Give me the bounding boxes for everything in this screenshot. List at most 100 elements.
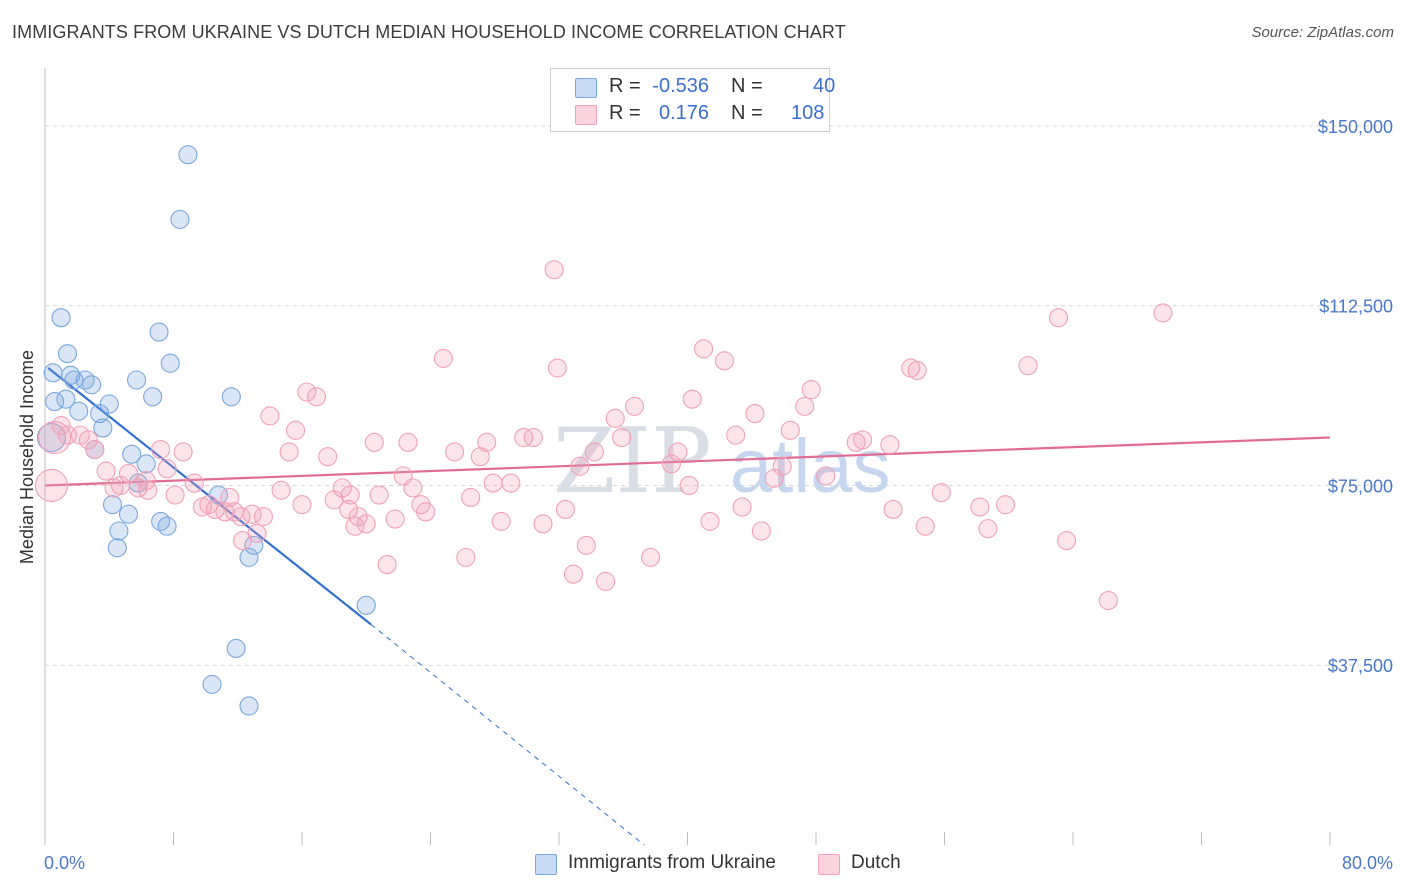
point-ukraine <box>107 538 127 558</box>
point-dutch <box>555 499 575 519</box>
point-dutch <box>385 509 405 529</box>
point-dutch <box>292 495 312 515</box>
point-dutch <box>356 514 376 534</box>
point-dutch <box>1048 308 1069 328</box>
legend-swatch-dutch <box>818 854 840 875</box>
point-ukraine <box>356 595 376 615</box>
point-dutch <box>880 435 900 455</box>
point-dutch <box>96 461 116 481</box>
point-dutch <box>584 442 604 462</box>
point-dutch <box>445 442 465 462</box>
point-dutch <box>533 514 553 534</box>
point-ukraine <box>82 375 102 395</box>
point-ukraine <box>239 696 259 716</box>
point-dutch <box>306 387 327 407</box>
point-dutch <box>398 432 418 452</box>
point-dutch <box>514 427 534 448</box>
point-dutch <box>38 420 72 455</box>
point-dutch <box>563 564 584 584</box>
point-dutch <box>745 404 765 424</box>
point-dutch <box>544 260 564 280</box>
point-dutch <box>596 571 616 591</box>
point-ukraine <box>45 392 65 412</box>
point-ukraine <box>239 547 259 567</box>
point-dutch <box>679 475 699 496</box>
point-dutch <box>271 480 291 500</box>
point-dutch <box>340 485 360 505</box>
point-dutch <box>247 523 267 543</box>
series-legend: Immigrants from Ukraine Dutch <box>0 852 1406 878</box>
point-dutch <box>682 389 702 409</box>
point-dutch <box>853 430 873 450</box>
trend-line-dutch <box>44 436 1331 487</box>
point-ukraine <box>56 389 76 409</box>
point-dutch <box>483 473 503 493</box>
point-ukraine <box>244 535 264 555</box>
point-ukraine <box>226 638 246 659</box>
point-ukraine <box>99 394 119 414</box>
point-dutch <box>801 380 821 400</box>
point-ukraine <box>57 344 78 364</box>
point-dutch <box>726 425 746 445</box>
point-dutch <box>576 535 596 555</box>
point-ukraine <box>109 521 129 541</box>
y-tick-label: $75,000 <box>1328 476 1393 496</box>
point-dutch <box>297 382 317 402</box>
y-tick-label: $150,000 <box>1318 117 1393 137</box>
y-tick-labels: $150,000 $112,500 $75,000 $37,500 <box>1318 117 1393 676</box>
point-ukraine <box>143 387 163 407</box>
point-dutch <box>1098 590 1118 611</box>
point-dutch <box>184 473 204 493</box>
point-dutch <box>523 427 543 448</box>
point-ukraine <box>118 504 139 524</box>
point-dutch <box>816 466 836 486</box>
y-tick-label: $112,500 <box>1319 297 1393 317</box>
point-dutch <box>51 415 71 436</box>
point-ukraine <box>221 387 241 407</box>
point-dutch <box>931 483 951 503</box>
legend-r-label: R = <box>609 102 641 124</box>
legend-r-label: R = <box>609 75 641 97</box>
point-ukraine <box>90 404 110 424</box>
axes <box>44 68 1331 845</box>
point-dutch <box>547 358 567 378</box>
point-dutch <box>138 480 158 500</box>
legend-n-label: N = <box>731 75 763 97</box>
point-ukraine <box>64 370 84 390</box>
legend-n-value: 108 <box>791 102 825 124</box>
grid-lines <box>45 125 1395 666</box>
point-ukraine <box>127 370 147 390</box>
point-ukraine <box>69 401 89 421</box>
point-ukraine <box>122 444 142 464</box>
point-dutch <box>978 519 998 539</box>
trend-line-ukraine-extension <box>370 624 645 846</box>
point-dutch <box>915 516 935 536</box>
x-tick-labels: 0.0% 80.0% <box>44 853 1393 873</box>
point-ukraine <box>36 422 66 453</box>
data-points <box>34 145 1173 716</box>
point-dutch <box>1018 356 1038 376</box>
legend-n-label: N = <box>731 102 763 124</box>
legend-swatch-ukraine <box>535 854 557 875</box>
point-ukraine <box>43 363 63 383</box>
point-dutch <box>714 351 734 371</box>
point-dutch <box>78 430 98 450</box>
point-dutch <box>348 507 368 527</box>
point-dutch <box>456 547 476 567</box>
point-ukraine <box>102 495 123 515</box>
point-dutch <box>751 521 771 541</box>
stats-legend: R = -0.536 N = 40 R = 0.176 N = 108 <box>550 68 835 132</box>
point-ukraine <box>202 674 222 694</box>
point-dutch <box>995 495 1016 515</box>
point-dutch <box>570 456 590 476</box>
point-dutch <box>332 478 352 498</box>
legend-n-value: 40 <box>813 75 836 97</box>
y-axis-label: Median Household Income <box>17 350 37 564</box>
legend-r-value: 0.176 <box>658 102 709 124</box>
watermark: ZIP atlas <box>553 409 891 514</box>
point-dutch <box>136 471 156 491</box>
point-dutch <box>151 439 171 460</box>
point-dutch <box>157 459 177 479</box>
chart-title: IMMIGRANTS FROM UKRAINE VS DUTCH MEDIAN … <box>12 22 846 42</box>
